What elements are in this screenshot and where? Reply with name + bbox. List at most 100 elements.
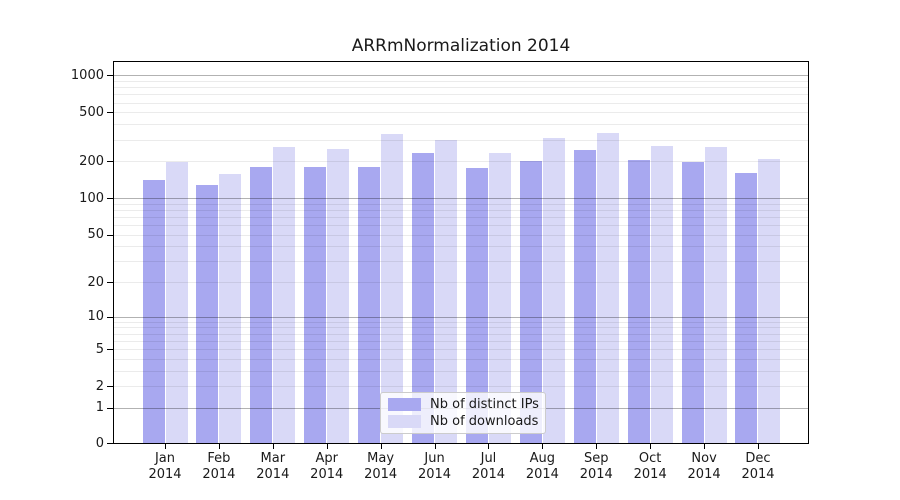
gridline-y-90 — [114, 203, 808, 205]
x-tick-label-jan: Jan 2014 — [148, 451, 181, 482]
x-tick-jun — [434, 444, 436, 449]
y-tick-label-200: 200 — [79, 153, 104, 169]
x-tick-month: Sep — [584, 451, 609, 466]
gridline-y-1000 — [114, 75, 808, 77]
x-tick-month: Jan — [154, 451, 176, 466]
gridline-y-40 — [114, 246, 808, 248]
gridline-y-100 — [114, 198, 808, 200]
gridline-y-10 — [114, 316, 808, 318]
bar-downloads-jul — [488, 152, 511, 443]
y-tick-label-5: 5 — [95, 341, 104, 357]
bar-downloads-feb — [219, 174, 242, 443]
y-tick-50 — [107, 234, 113, 236]
gridline-y-200 — [114, 161, 808, 163]
x-tick-label-mar: Mar 2014 — [256, 451, 289, 482]
gridline-y-5 — [114, 349, 808, 351]
bar-downloads-dec — [758, 159, 781, 443]
bar-ips-aug — [519, 160, 542, 443]
gridline-y-2 — [114, 386, 808, 388]
bar-ips-oct — [627, 159, 650, 443]
chart-title: ARRmNormalization 2014 — [351, 36, 571, 56]
y-tick-label-50: 50 — [87, 227, 104, 243]
y-tick-500 — [107, 112, 113, 114]
bar-downloads-sep — [596, 133, 619, 443]
gridline-y-7 — [114, 333, 808, 335]
x-tick-label-dec: Dec 2014 — [741, 451, 774, 482]
gridline-y-800 — [114, 87, 808, 89]
bar-ips-sep — [573, 150, 596, 443]
legend-item-downloads: Nb of downloads — [388, 414, 539, 429]
x-tick-may — [380, 444, 382, 449]
x-tick-label-feb: Feb 2014 — [202, 451, 235, 482]
bar-ips-jul — [465, 168, 488, 443]
bar-downloads-oct — [650, 145, 673, 443]
y-tick-100 — [107, 198, 113, 200]
legend: Nb of distinct IPs Nb of downloads — [380, 392, 546, 434]
y-tick-0 — [107, 443, 113, 444]
y-tick-label-1000: 1000 — [70, 67, 104, 83]
x-tick-year: 2014 — [202, 466, 236, 482]
y-tick-label-100: 100 — [79, 190, 104, 206]
gridline-y-20 — [114, 282, 808, 284]
bar-downloads-nov — [704, 146, 727, 443]
x-tick-oct — [650, 444, 652, 449]
y-tick-5 — [107, 349, 113, 351]
x-tick-year: 2014 — [471, 466, 505, 482]
x-tick-month: Apr — [315, 451, 338, 466]
bar-ips-apr — [304, 167, 327, 443]
x-tick-month: Oct — [638, 451, 662, 466]
x-tick-year: 2014 — [741, 466, 775, 482]
gridline-y-4 — [114, 358, 808, 360]
x-tick-month: Dec — [745, 451, 771, 466]
gridline-y-900 — [114, 81, 808, 82]
legend-item-distinct-ips: Nb of distinct IPs — [388, 397, 539, 412]
x-tick-month: Jul — [480, 451, 497, 466]
y-tick-1 — [107, 407, 113, 409]
x-tick-year: 2014 — [148, 466, 182, 482]
gridline-y-9 — [114, 321, 808, 323]
gridline-y-6 — [114, 340, 808, 342]
gridline-y-700 — [114, 94, 808, 96]
x-tick-year: 2014 — [417, 466, 452, 482]
bar-ips-dec — [735, 173, 758, 443]
y-tick-label-2: 2 — [95, 378, 104, 394]
legend-label-downloads: Nb of downloads — [430, 414, 539, 429]
x-tick-jul — [488, 444, 490, 449]
gridline-y-400 — [114, 124, 808, 126]
y-tick-1000 — [107, 75, 113, 77]
gridline-y-70 — [114, 216, 808, 218]
gridline-y-80 — [114, 209, 808, 211]
x-tick-label-jul: Jul 2014 — [472, 451, 505, 482]
bar-downloads-jun — [435, 140, 458, 443]
bar-downloads-aug — [542, 137, 565, 443]
y-tick-label-10: 10 — [87, 309, 104, 325]
bar-ips-mar — [250, 167, 273, 443]
x-tick-nov — [704, 444, 706, 449]
x-tick-year: 2014 — [579, 466, 613, 482]
x-tick-year: 2014 — [256, 466, 290, 482]
bar-downloads-mar — [273, 146, 296, 443]
y-tick-label-500: 500 — [79, 104, 104, 120]
x-tick-label-apr: Apr 2014 — [310, 451, 343, 482]
y-tick-label-1: 1 — [95, 400, 104, 416]
y-tick-200 — [107, 161, 113, 163]
x-tick-feb — [218, 444, 220, 449]
legend-label-distinct-ips: Nb of distinct IPs — [430, 397, 539, 412]
x-tick-year: 2014 — [525, 466, 559, 482]
x-tick-apr — [326, 444, 328, 449]
y-tick-label-0: 0 — [95, 435, 104, 451]
x-tick-mar — [272, 444, 274, 449]
gridline-y-8 — [114, 327, 808, 329]
legend-swatch-distinct-ips — [388, 398, 421, 411]
x-tick-sep — [596, 444, 598, 449]
x-tick-aug — [542, 444, 544, 449]
gridline-y-600 — [114, 102, 808, 104]
legend-swatch-downloads — [388, 415, 421, 428]
bar-ips-jan — [142, 179, 165, 443]
bar-ips-feb — [196, 185, 219, 443]
x-tick-label-oct: Oct 2014 — [634, 451, 667, 482]
